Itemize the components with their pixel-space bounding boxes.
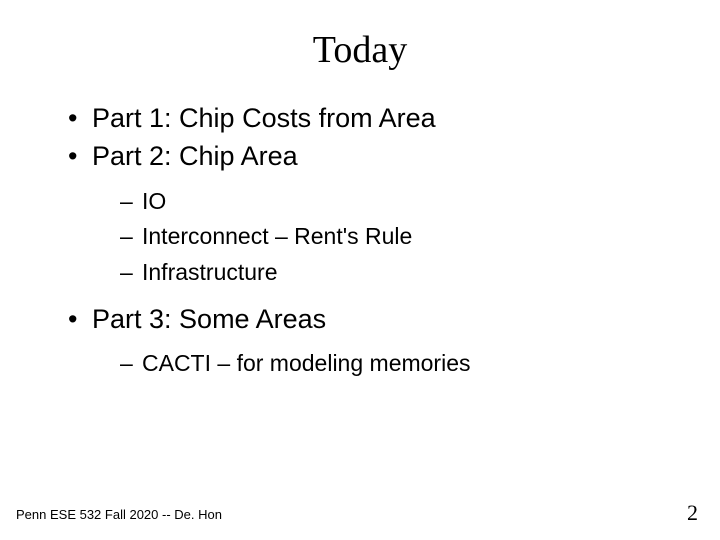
subbullet-interconnect-text: Interconnect – Rent's Rule — [142, 223, 412, 249]
bullet-part1: Part 1: Chip Costs from Area — [64, 100, 664, 136]
slide: Today Part 1: Chip Costs from Area Part … — [0, 0, 720, 540]
footer-left: Penn ESE 532 Fall 2020 -- De. Hon — [16, 507, 222, 522]
subbullet-infrastructure-text: Infrastructure — [142, 259, 278, 285]
subbullet-cacti: CACTI – for modeling memories — [92, 347, 664, 380]
bullet-part3: Part 3: Some Areas CACTI – for modeling … — [64, 301, 664, 381]
bullet-part1-text: Part 1: Chip Costs from Area — [92, 103, 436, 133]
bullet-part2: Part 2: Chip Area IO Interconnect – Rent… — [64, 138, 664, 288]
slide-content: Part 1: Chip Costs from Area Part 2: Chi… — [56, 100, 664, 381]
subbullet-cacti-text: CACTI – for modeling memories — [142, 350, 471, 376]
slide-number: 2 — [687, 500, 698, 526]
bullet-part3-text: Part 3: Some Areas — [92, 304, 326, 334]
subbullet-infrastructure: Infrastructure — [92, 256, 664, 289]
subbullet-interconnect: Interconnect – Rent's Rule — [92, 220, 664, 253]
bullet-part2-text: Part 2: Chip Area — [92, 141, 298, 171]
slide-title: Today — [56, 28, 664, 72]
bullet-list-lvl2-b: CACTI – for modeling memories — [92, 347, 664, 380]
bullet-list-lvl2-a: IO Interconnect – Rent's Rule Infrastruc… — [92, 185, 664, 289]
subbullet-io-text: IO — [142, 188, 166, 214]
bullet-list-lvl1: Part 1: Chip Costs from Area Part 2: Chi… — [64, 100, 664, 381]
subbullet-io: IO — [92, 185, 664, 218]
